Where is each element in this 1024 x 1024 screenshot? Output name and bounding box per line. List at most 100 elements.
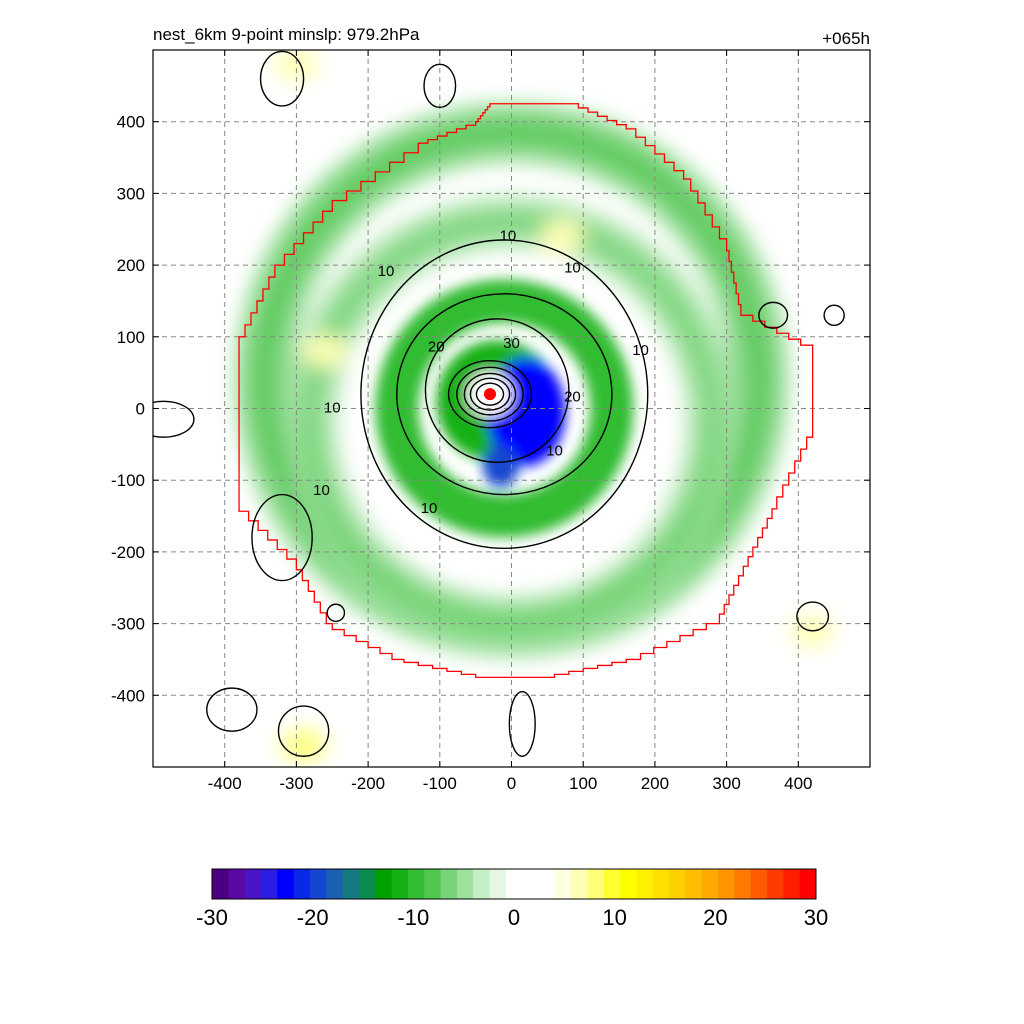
plot-area: 10 10 10 10 10 10 10 20 20 30 10 — [153, 50, 870, 767]
axis-ticks: -400 -300 -200 -100 0 100 200 300 400-400-300-20… — [111, 50, 870, 793]
contour-10 — [360, 239, 649, 550]
contour-label: 10 — [378, 263, 395, 280]
x-tick-label: -200 — [351, 774, 385, 793]
contour-label: 10 — [500, 227, 517, 244]
colorbar-swatch — [375, 869, 393, 899]
colorbar-swatch — [734, 869, 752, 899]
y-tick-label: -300 — [111, 615, 145, 634]
storm-center-marker — [483, 388, 496, 401]
colorbar-swatch — [260, 869, 278, 899]
contour-ring — [475, 382, 505, 406]
colorbar-swatch — [587, 869, 605, 899]
contour-label: 10 — [421, 500, 438, 517]
contour-closed — [251, 493, 313, 582]
contour-closed — [326, 603, 346, 623]
colorbar-swatch — [799, 869, 817, 899]
y-tick-label: -400 — [111, 686, 145, 705]
contour-closed — [796, 601, 830, 632]
contour-label: 30 — [503, 335, 520, 352]
colorbar: -30 -20 -10 0 10 20 30 — [196, 868, 828, 930]
colorbar-tick-label: 0 — [508, 905, 520, 930]
x-tick-label: -300 — [279, 774, 313, 793]
colorbar-swatch — [783, 869, 801, 899]
contour-ring — [447, 359, 533, 429]
colorbar-swatch — [489, 869, 507, 899]
contour-30 — [424, 318, 570, 463]
colorbar-swatch — [685, 869, 703, 899]
colorbar-swatch — [326, 869, 344, 899]
colorbar-swatch — [620, 869, 637, 899]
colorbar-swatch — [522, 869, 539, 899]
colorbar-swatch — [718, 869, 735, 899]
colorbar-tick-label: -10 — [397, 905, 429, 930]
colorbar-swatch — [358, 869, 376, 899]
shading-blob — [303, 335, 348, 368]
contour-closed — [259, 50, 305, 107]
x-tick-label: 100 — [569, 774, 597, 793]
contour-label: 10 — [324, 399, 341, 416]
colorbar-swatch — [571, 869, 588, 899]
contour-closed — [508, 691, 536, 757]
contour-closed — [277, 705, 330, 757]
colorbar-tick-label: 20 — [703, 905, 727, 930]
colorbar-swatch — [407, 869, 425, 899]
colorbar-swatch — [750, 869, 768, 899]
y-tick-label: -200 — [111, 543, 145, 562]
contour-label: 10 — [632, 342, 649, 359]
x-tick-label: 200 — [641, 774, 669, 793]
chart-title-left: nest_6km 9-point minslp: 979.2hPa — [153, 25, 420, 44]
contour-closed — [758, 301, 789, 329]
contour-label: 10 — [546, 442, 563, 459]
colorbar-tick-label: 30 — [804, 905, 828, 930]
colorbar-swatch — [342, 869, 360, 899]
shading-blob — [539, 220, 584, 253]
colorbar-swatch — [293, 869, 311, 899]
contour-closed — [153, 400, 195, 438]
x-tick-label: -100 — [423, 774, 457, 793]
shading-blob — [274, 50, 319, 81]
colorbar-swatch — [456, 869, 474, 899]
contour-labels: 10 10 10 10 10 10 10 20 20 30 10 — [313, 227, 649, 516]
y-tick-label: 300 — [117, 184, 145, 203]
y-tick-label: 0 — [136, 400, 145, 419]
contour-label: 10 — [564, 260, 581, 277]
colorbar-tick-label: -30 — [196, 905, 228, 930]
colorbar-tick-label: 10 — [602, 905, 626, 930]
x-tick-label: 0 — [507, 774, 516, 793]
contour-closed — [823, 304, 845, 327]
colorbar-swatch — [473, 869, 491, 899]
colorbar-frame — [211, 868, 817, 900]
x-tick-label: 400 — [784, 774, 812, 793]
contour-label: 20 — [428, 339, 445, 356]
contour-20 — [396, 293, 613, 496]
contour-label: 10 — [313, 482, 330, 499]
colorbar-swatch — [603, 869, 621, 899]
colorbar-tick-label: -20 — [297, 905, 329, 930]
contour-label: 20 — [564, 389, 581, 406]
colorbar-swatch — [277, 869, 295, 899]
colorbar-swatch — [424, 869, 442, 899]
colorbar-swatch — [701, 869, 719, 899]
y-tick-label: 200 — [117, 256, 145, 275]
colorbar-swatch — [538, 869, 556, 899]
y-tick-label: -100 — [111, 471, 145, 490]
colorbar-swatch — [505, 869, 523, 899]
contour-closed — [423, 63, 457, 109]
colorbar-swatch — [636, 869, 654, 899]
colorbar-swatch — [244, 869, 262, 899]
colorbar-swatch — [652, 869, 670, 899]
contour-ring — [456, 366, 524, 422]
core-blue-south — [482, 444, 519, 488]
chart-title-right: +065h — [822, 29, 870, 48]
contour-ring — [469, 377, 511, 411]
colorbar-swatch — [228, 869, 246, 899]
x-tick-label: -400 — [208, 774, 242, 793]
nest-boundary — [238, 103, 814, 679]
colorbar-swatch — [309, 869, 327, 899]
contour-closed — [206, 687, 258, 732]
contour-lines — [153, 50, 845, 757]
colorbar-swatch — [669, 869, 686, 899]
colorbar-swatch — [212, 869, 229, 899]
colorbar-swatch — [440, 869, 458, 899]
